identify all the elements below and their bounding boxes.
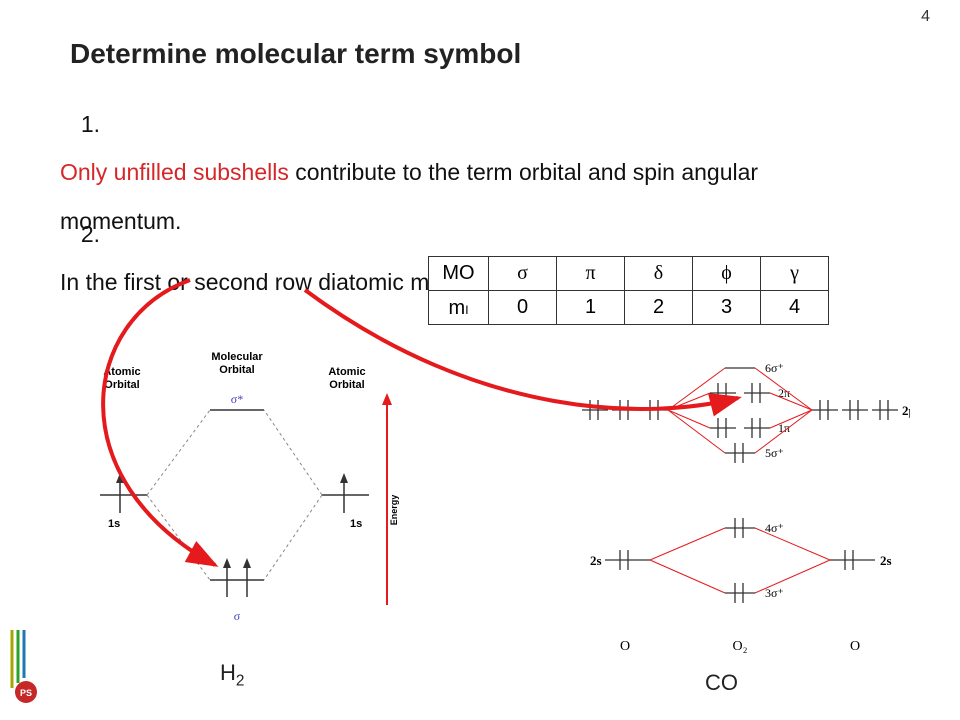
- co-label: CO: [705, 670, 738, 696]
- value-cell: 2: [625, 291, 693, 325]
- svg-text:σ*: σ*: [231, 392, 243, 406]
- svg-text:5σ⁺: 5σ⁺: [765, 446, 784, 460]
- header-cell: γ: [761, 257, 829, 291]
- svg-text:3σ⁺: 3σ⁺: [765, 586, 784, 600]
- highlight-text: Only unfilled subshells: [60, 159, 289, 185]
- svg-text:2s: 2s: [590, 553, 602, 568]
- mo-quantum-table: MO σ π δ ϕ γ mₗ 0 1 2 3 4: [428, 256, 829, 325]
- svg-text:1s: 1s: [350, 518, 362, 530]
- header-cell: MO: [429, 257, 489, 291]
- svg-text:2p: 2p: [902, 403, 910, 418]
- row-label-cell: mₗ: [429, 291, 489, 325]
- svg-text:O₂: O₂: [733, 639, 748, 654]
- corner-logo-icon: PS: [6, 630, 46, 710]
- svg-text:Energy: Energy: [389, 495, 399, 526]
- mo-label: Molecular: [211, 351, 263, 363]
- svg-text:O: O: [850, 639, 860, 654]
- header-cell: δ: [625, 257, 693, 291]
- ao-left-label: Atomic: [103, 366, 140, 378]
- value-cell: 4: [761, 291, 829, 325]
- svg-text:Orbital: Orbital: [104, 379, 139, 391]
- svg-text:4σ⁺: 4σ⁺: [765, 521, 784, 535]
- value-cell: 1: [557, 291, 625, 325]
- slide-title: Determine molecular term symbol: [70, 38, 521, 70]
- header-cell: π: [557, 257, 625, 291]
- co-mo-diagram: 2p 2p 6σ⁺ 2π 1π 5σ⁺ 2s: [570, 350, 910, 670]
- svg-text:O: O: [620, 639, 630, 654]
- header-cell: σ: [489, 257, 557, 291]
- svg-text:1s: 1s: [108, 518, 120, 530]
- item-number: 1.: [60, 100, 100, 148]
- table-row: mₗ 0 1 2 3 4: [429, 291, 829, 325]
- ao-right-label: Atomic: [328, 366, 365, 378]
- h2-mo-diagram: Atomic Orbital Molecular Orbital Atomic …: [92, 345, 402, 645]
- page-number: 4: [921, 8, 930, 26]
- header-cell: ϕ: [693, 257, 761, 291]
- svg-text:2s: 2s: [880, 553, 892, 568]
- table-row: MO σ π δ ϕ γ: [429, 257, 829, 291]
- h2-label: H2: [220, 660, 244, 690]
- svg-text:6σ⁺: 6σ⁺: [765, 361, 784, 375]
- svg-text:Orbital: Orbital: [329, 379, 364, 391]
- svg-text:PS: PS: [20, 688, 32, 698]
- item-number: 2.: [60, 210, 100, 258]
- value-cell: 3: [693, 291, 761, 325]
- value-cell: 0: [489, 291, 557, 325]
- svg-text:Orbital: Orbital: [219, 364, 254, 376]
- svg-text:σ: σ: [234, 609, 241, 623]
